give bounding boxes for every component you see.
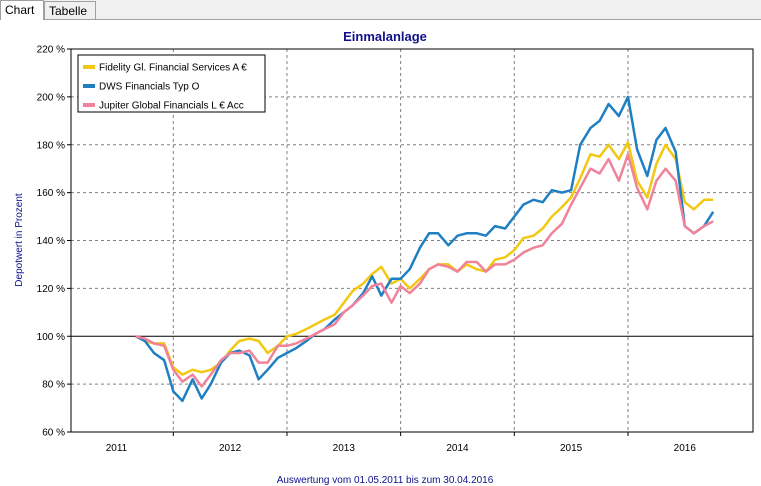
y-tick-label: 200 % xyxy=(37,92,65,103)
tab-bar: Chart Tabelle xyxy=(0,0,761,20)
x-axis-ticks: 2011 2012 2013 2014 2015 2016 xyxy=(106,432,697,454)
x-tick-label: 2015 xyxy=(560,443,583,454)
x-tick-label: 2014 xyxy=(446,443,469,454)
legend-entry: Fidelity Gl. Financial Services A € xyxy=(99,63,247,74)
y-tick-label: 80 % xyxy=(42,380,65,391)
y-tick-label: 140 % xyxy=(37,236,65,247)
legend-entry: Jupiter Global Financials L € Acc xyxy=(99,101,244,112)
x-tick-label: 2011 xyxy=(106,443,128,454)
x-tick-label: 2016 xyxy=(674,443,697,454)
y-tick-label: 180 % xyxy=(37,140,65,151)
series-lines xyxy=(135,95,715,403)
y-tick-label: 120 % xyxy=(37,284,65,295)
y-axis-label: Depotwert in Prozent xyxy=(14,193,25,287)
series-line-2 xyxy=(135,153,714,388)
y-tick-label: 100 % xyxy=(37,332,65,343)
legend-entry: DWS Financials Typ O xyxy=(99,82,200,93)
tab-chart[interactable]: Chart xyxy=(0,0,44,20)
legend-box xyxy=(77,54,266,113)
y-tick-label: 220 % xyxy=(37,45,65,56)
chart-title: Einmalanlage xyxy=(343,29,427,44)
line-chart: Einmalanlage 60 % 80 % 100 % 120 % 140 % 160 … xyxy=(0,20,761,486)
y-axis-ticks: 60 % 80 % 100 % 120 % 140 % 160 % 180 % 200 % 22… xyxy=(37,45,71,439)
tab-tabelle[interactable]: Tabelle xyxy=(44,1,96,19)
y-tick-label: 160 % xyxy=(37,188,65,199)
tab-divider xyxy=(0,19,761,20)
x-tick-label: 2013 xyxy=(333,443,356,454)
chart-footer: Auswertung vom 01.05.2011 bis zum 30.04.… xyxy=(277,475,494,486)
series-line-0 xyxy=(135,141,714,376)
legend: Fidelity Gl. Financial Services A € DWS F… xyxy=(77,54,266,113)
y-tick-label: 60 % xyxy=(42,428,65,439)
x-tick-label: 2012 xyxy=(219,443,242,454)
